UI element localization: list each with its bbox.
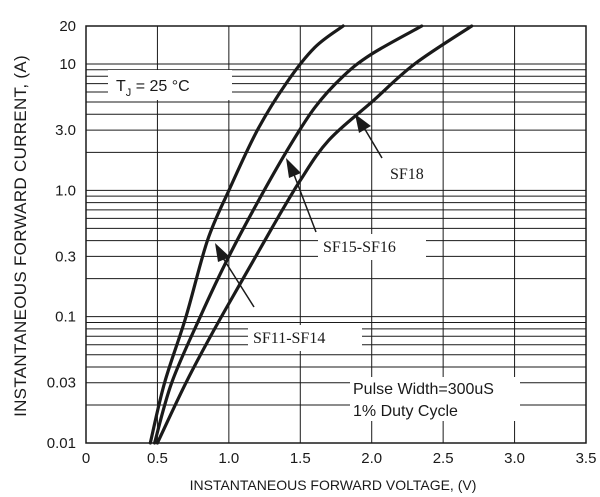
y-tick-label: 0.01 [47,435,76,452]
sf15-sf16-label: SF15-SF16 [323,239,396,256]
x-tick-label: 2.0 [361,450,382,467]
x-tick-label: 2.5 [433,450,454,467]
y-tick-label: 0.1 [55,309,76,326]
tj-box [108,70,232,100]
x-axis-label: INSTANTANEOUS FORWARD VOLTAGE, (V) [190,477,477,493]
sf15-sf16-arrowhead [286,158,301,178]
series-curve-sf18 [155,24,474,445]
sf18-label: SF18 [390,166,424,183]
tj-annotation: TJ = 25 °C [116,78,190,99]
sf11-sf14-label: SF11-SF14 [253,330,325,347]
sf18-label-box [384,160,434,186]
x-tick-label: 3.0 [504,450,525,467]
x-tick-label: 1.0 [218,450,239,467]
series-curve-sf15-sf16 [153,24,424,445]
x-tick-label: 0.5 [147,450,168,467]
tick-labels: 0 0.5 1.0 1.5 2.0 2.5 3.0 3.5 0.01 0.03 0.1 0.3 1.0 3… [47,18,597,467]
series-curve-sf11-sf14 [148,24,345,445]
sf11-sf14-arrowhead [215,243,230,262]
y-tick-label: 0.03 [47,375,76,392]
pulse-box [350,377,520,421]
x-tick-label: 0 [82,450,90,467]
y-tick-label: 10 [59,56,76,73]
sf18-leader [362,125,383,159]
plot-frame [85,25,587,444]
x-tick-label: 3.5 [576,450,597,467]
y-tick-label: 1.0 [55,182,76,199]
y-tick-label: 20 [59,18,76,35]
y-axis-label: INSTANTANEOUS FORWARD CURRENT, (A) [11,55,30,417]
pulse-width-label: Pulse Width=300uS [353,381,494,398]
duty-cycle-label: 1% Duty Cycle [353,403,458,420]
y-tick-label: 3.0 [55,122,76,139]
sf18-arrowhead [355,114,371,133]
x-tick-label: 1.5 [290,450,311,467]
series-curves [148,24,474,445]
sf15-sf16-leader [292,171,317,233]
sf11-sf14-label-box [248,325,362,351]
sf11-sf14-leader [222,257,255,308]
sf15-sf16-label-box [318,234,426,260]
y-tick-label: 0.3 [55,248,76,265]
